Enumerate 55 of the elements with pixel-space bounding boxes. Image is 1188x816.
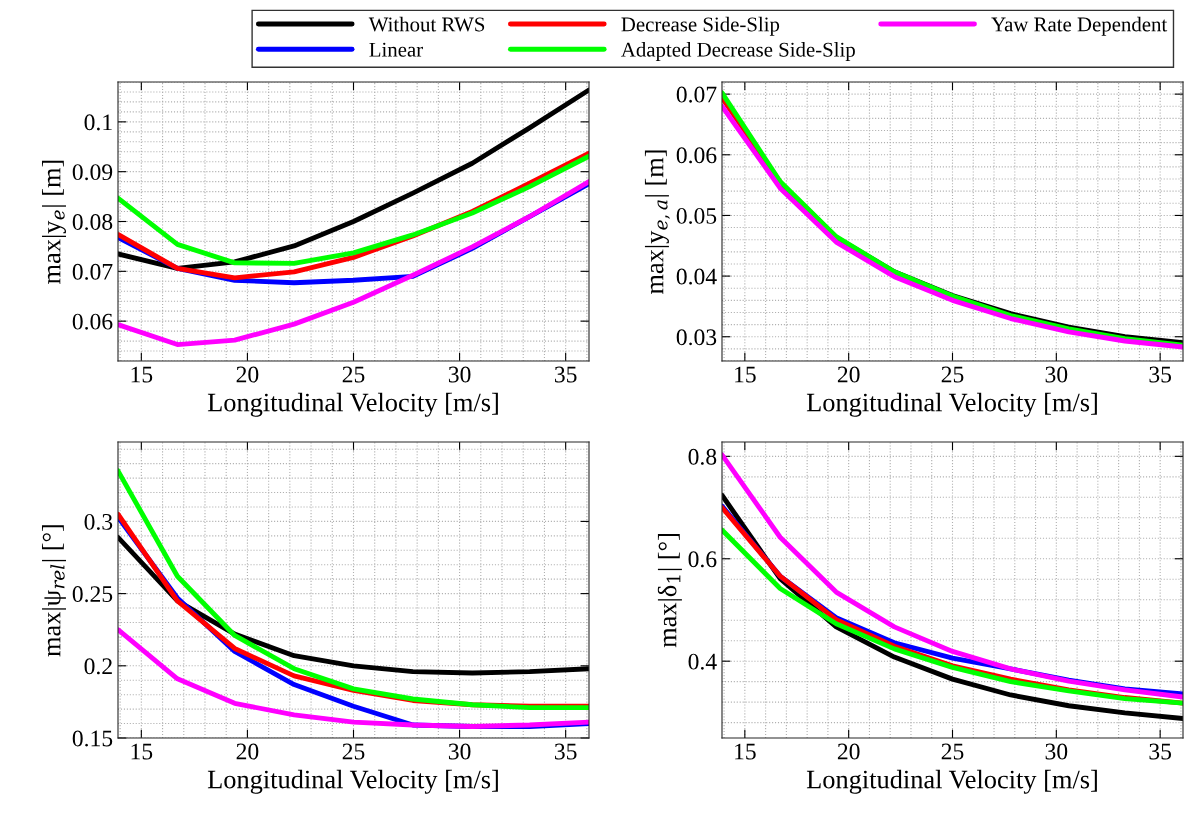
x-tick-label: 35 bbox=[554, 743, 577, 760]
x-tick-label: 20 bbox=[837, 743, 860, 760]
y-axis-title: max|ψ$_{rel}$| [°] bbox=[41, 525, 66, 657]
y-tick-label: 0.6 bbox=[688, 551, 717, 568]
y-tick-label: 0.15 bbox=[72, 730, 113, 747]
legend-label: Without RWS bbox=[368, 16, 485, 32]
y-tick-label: 0.09 bbox=[72, 164, 113, 181]
y-tick-label: 0.06 bbox=[72, 313, 113, 330]
x-tick-label: 30 bbox=[448, 366, 471, 383]
y-axis-title: max|y$_{e,a}$| [m] bbox=[644, 150, 670, 295]
y-tick-label: 0.2 bbox=[84, 658, 112, 675]
y-tick-label: 0.8 bbox=[688, 448, 717, 465]
x-tick-label: 35 bbox=[1149, 366, 1172, 383]
x-tick-label: 20 bbox=[236, 743, 259, 760]
x-axis-title: Longitudinal Velocity [m/s] bbox=[207, 769, 498, 794]
line-series bbox=[118, 179, 589, 347]
legend-label: Decrease Side-Slip bbox=[621, 16, 780, 36]
legend-label: Linear bbox=[369, 42, 423, 57]
legend-label: Yaw Rate Dependent bbox=[991, 16, 1168, 36]
legend-label: Adapted Decrease Side-Slip bbox=[621, 42, 855, 61]
y-axis-title: max|δ$_{1}$| [°] bbox=[657, 534, 682, 648]
x-tick-label: 15 bbox=[735, 743, 756, 760]
y-tick-label: 0.4 bbox=[688, 653, 717, 670]
line-series bbox=[118, 627, 589, 729]
x-axis-title: Longitudinal Velocity [m/s] bbox=[207, 392, 498, 417]
line-series bbox=[118, 87, 589, 271]
y-tick-label: 0.06 bbox=[676, 147, 717, 164]
x-tick-label: 25 bbox=[342, 743, 365, 760]
y-tick-label: 0.07 bbox=[676, 86, 717, 103]
y-tick-label: 0.07 bbox=[72, 263, 113, 280]
x-tick-label: 30 bbox=[1045, 743, 1068, 760]
x-axis-title: Longitudinal Velocity [m/s] bbox=[806, 392, 1097, 417]
x-tick-label: 25 bbox=[941, 366, 964, 383]
y-tick-label: 0.03 bbox=[676, 329, 717, 346]
x-tick-label: 20 bbox=[236, 366, 259, 383]
line-series bbox=[722, 452, 1183, 700]
line-series bbox=[118, 468, 589, 711]
x-tick-label: 15 bbox=[131, 743, 153, 760]
x-tick-label: 25 bbox=[941, 743, 964, 760]
x-tick-label: 30 bbox=[1045, 366, 1068, 383]
x-tick-label: 35 bbox=[554, 366, 577, 383]
y-axis-title: max|y$_{e}$| [m] bbox=[41, 160, 66, 284]
y-tick-label: 0.1 bbox=[84, 114, 112, 131]
y-tick-label: 0.05 bbox=[676, 207, 717, 224]
x-tick-label: 25 bbox=[342, 366, 365, 383]
y-tick-label: 0.08 bbox=[72, 213, 113, 231]
y-tick-label: 0.25 bbox=[72, 586, 113, 603]
y-tick-label: 0.04 bbox=[676, 268, 717, 285]
x-tick-label: 30 bbox=[448, 743, 471, 760]
x-tick-label: 20 bbox=[837, 366, 860, 383]
x-tick-label: 15 bbox=[735, 366, 756, 383]
x-axis-title: Longitudinal Velocity [m/s] bbox=[806, 769, 1097, 794]
x-tick-label: 15 bbox=[131, 366, 153, 383]
x-tick-label: 35 bbox=[1149, 743, 1172, 760]
y-tick-label: 0.3 bbox=[84, 513, 113, 530]
